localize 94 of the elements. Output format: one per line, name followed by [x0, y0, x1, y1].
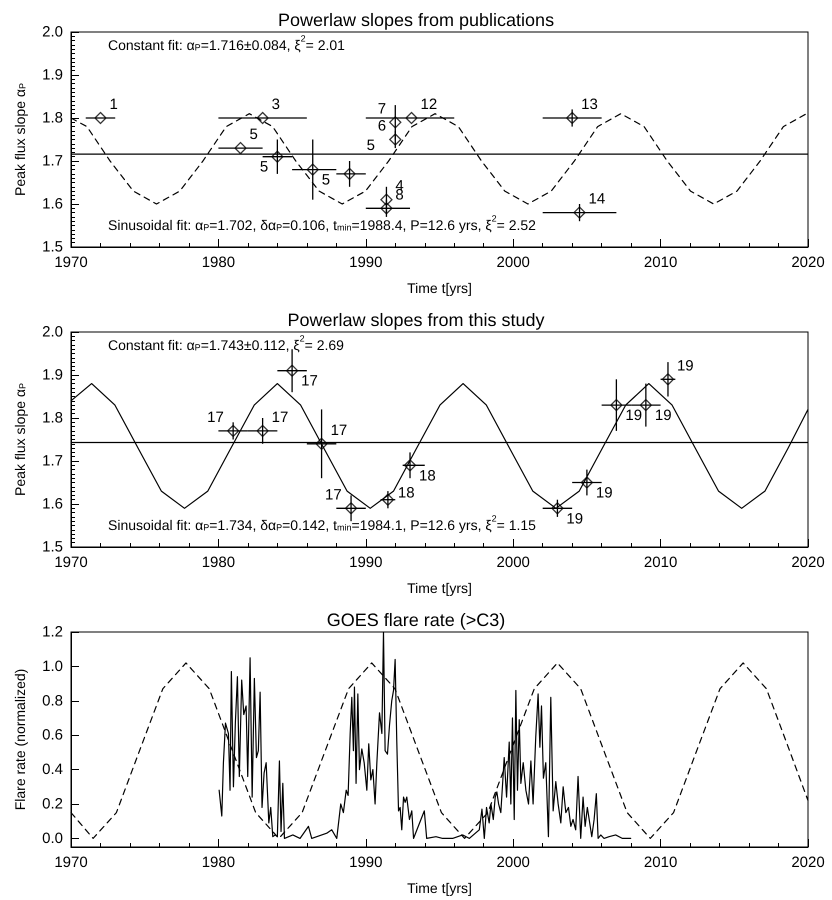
y-axis-title: Flare rate (normalized) [12, 668, 28, 810]
point [610, 398, 623, 412]
y-tick-label: 1.7 [42, 152, 63, 170]
y-tick-label: 0.0 [42, 830, 63, 847]
point [662, 373, 674, 386]
x-tick-label: 2020 [791, 254, 825, 271]
y-tick-label: 1.2 [42, 624, 63, 640]
point [234, 142, 247, 154]
x-axis-title: Time t[yrs] [407, 280, 472, 296]
y-tick-label: 1.5 [42, 238, 63, 256]
point [315, 438, 328, 450]
annotation: 19 [596, 484, 613, 502]
x-tick-label: 2000 [496, 854, 530, 871]
x-axis-title: Time t[yrs] [407, 580, 472, 596]
x-tick-label: 1990 [349, 854, 382, 871]
point [344, 502, 358, 514]
point [551, 502, 564, 514]
point [389, 133, 402, 146]
y-tick-label: 1.5 [42, 538, 63, 556]
annotation: 18 [398, 484, 415, 502]
x-tick-label: 2020 [791, 854, 825, 871]
y-tick-label: 2.0 [42, 324, 63, 340]
y-tick-label: 1.0 [42, 658, 63, 675]
x-tick-label: 1980 [202, 254, 236, 271]
point [389, 116, 402, 128]
x-axis-title: Time t[yrs] [407, 880, 472, 896]
annotation: 17 [272, 408, 288, 426]
point [343, 168, 356, 180]
x-tick-label: 1970 [54, 254, 88, 271]
y-axis-title: Peak flux slope αP [12, 383, 28, 496]
annotation: 5 [250, 126, 258, 144]
x-tick-label: 2000 [496, 254, 530, 271]
point [286, 364, 298, 377]
annotation: 5 [322, 172, 330, 189]
annotation: 13 [581, 96, 598, 113]
y-tick-label: 0.8 [42, 692, 63, 710]
x-tick-label: 2020 [791, 554, 825, 571]
point [566, 112, 578, 124]
y-tick-label: 0.4 [42, 761, 63, 778]
point [405, 112, 418, 124]
annotation: 19 [676, 357, 694, 374]
y-tick-label: 1.9 [42, 66, 63, 84]
y-tick-label: 0.2 [42, 796, 63, 812]
annotation: 19 [654, 407, 672, 424]
y-tick-label: 1.7 [42, 452, 63, 470]
point [382, 494, 394, 506]
x-tick-label: 2010 [644, 554, 678, 571]
annotation: 19 [566, 510, 584, 528]
point [226, 424, 240, 438]
x-tick-label: 1970 [54, 854, 88, 871]
chart-title: GOES flare rate (>C3) [326, 610, 506, 630]
point [94, 112, 107, 124]
annotation: 6 [378, 118, 386, 134]
annotation: 17 [330, 422, 348, 439]
point [256, 424, 269, 438]
x-tick-label: 1990 [349, 254, 382, 271]
y-tick-label: 2.0 [42, 24, 63, 40]
annotation: 17 [207, 408, 224, 426]
y-tick-label: 1.8 [42, 110, 63, 126]
x-tick-label: 1980 [202, 854, 236, 871]
point [306, 163, 319, 176]
point [573, 206, 586, 219]
chart-title: Powerlaw slopes from this study [287, 310, 545, 330]
x-tick-label: 2010 [644, 254, 678, 271]
y-tick-label: 1.6 [42, 496, 63, 512]
y-tick-label: 1.8 [42, 410, 63, 426]
annotation: 18 [419, 467, 436, 484]
annotation: 17 [325, 486, 342, 504]
point [640, 398, 652, 412]
point [256, 112, 269, 124]
point [580, 476, 594, 489]
y-tick-label: 1.6 [42, 196, 63, 212]
y-tick-label: 1.9 [42, 366, 63, 384]
annotation: 3 [272, 96, 280, 113]
x-tick-label: 1970 [54, 554, 88, 571]
point [380, 194, 393, 206]
point [271, 150, 284, 163]
chart-title: Powerlaw slopes from publications [278, 10, 554, 30]
annotation: 19 [625, 407, 642, 424]
annotation: 7 [378, 100, 386, 118]
x-tick-label: 2010 [644, 854, 678, 871]
annotation: 5 [260, 158, 268, 176]
x-tick-label: 1980 [202, 554, 236, 571]
point [380, 202, 393, 214]
x-tick-label: 2000 [496, 554, 530, 571]
annotation: 17 [301, 372, 318, 390]
y-axis-title: Peak flux slope αP [12, 83, 28, 196]
annotation: 1 [109, 96, 118, 113]
annotation: 12 [420, 96, 438, 113]
y-tick-label: 0.6 [42, 726, 63, 744]
point [404, 459, 416, 472]
x-tick-label: 1990 [349, 554, 382, 571]
annotation: 5 [366, 136, 375, 154]
annotation: 14 [588, 190, 606, 208]
